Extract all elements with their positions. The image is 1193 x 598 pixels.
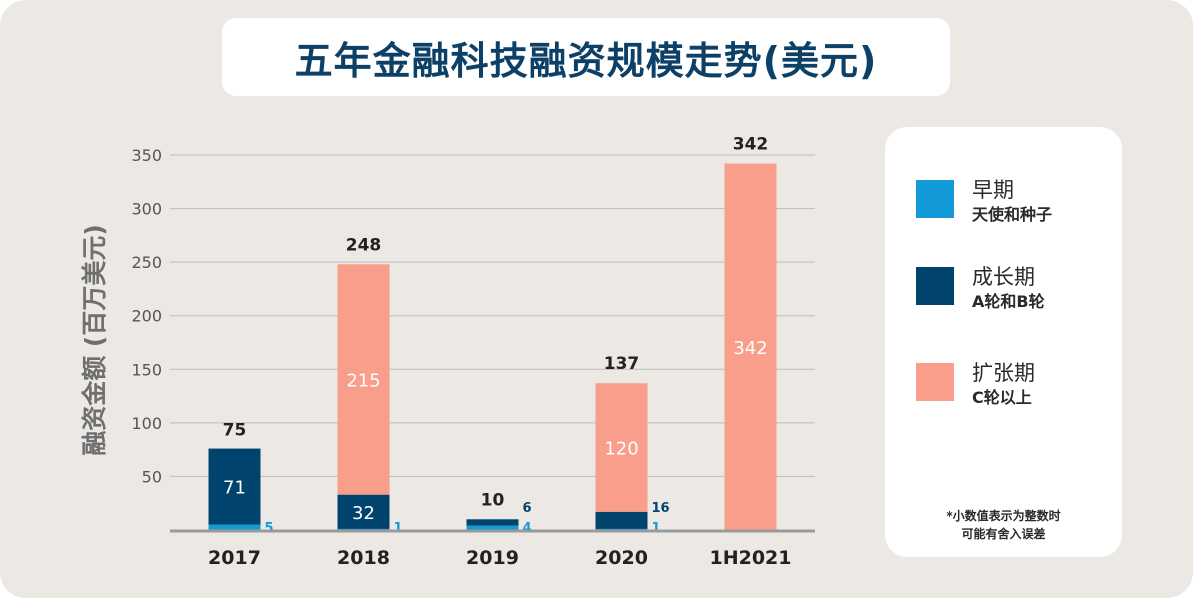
x-tick-label: 2017 [208, 547, 261, 569]
legend-swatch [916, 180, 954, 218]
data-label: 6 [523, 501, 532, 516]
y-axis-label: 融资金额 (百万美元) [80, 224, 109, 456]
legend-label: 扩张期 [972, 361, 1035, 385]
total-label: 10 [481, 490, 505, 510]
bar-2 [337, 264, 390, 495]
x-tick-label: 2020 [595, 547, 648, 569]
total-label: 75 [223, 421, 247, 441]
note-line: 可能有舍入误差 [961, 527, 1046, 541]
data-label: 215 [346, 370, 380, 391]
data-label: 4 [523, 521, 532, 536]
y-tick-label: 200 [131, 307, 162, 326]
bar-2 [595, 383, 648, 512]
title-box: 五年金融科技融资规模走势(美元) [222, 18, 950, 96]
x-tick-label: 2018 [337, 547, 390, 569]
y-tick-label: 100 [131, 414, 162, 433]
y-tick-label: 350 [131, 146, 162, 165]
bar-0 [208, 524, 261, 530]
rounding-note: *小数值表示为整数时 可能有舍入误差 [885, 507, 1122, 543]
x-tick-label: 1H2021 [709, 547, 791, 569]
legend-item-expansion: 扩张期 C轮以上 [916, 360, 1035, 410]
legend-item-growth: 成长期 A轮和B轮 [916, 264, 1045, 314]
legend-swatch [916, 363, 954, 401]
data-label: 1 [652, 521, 661, 536]
data-label: 120 [604, 439, 638, 460]
bar-2 [724, 163, 777, 531]
legend-swatch [916, 267, 954, 305]
legend: 早期天使和种子 成长期 A轮和B轮 扩张期 C轮以上 *小数值表示为整数时 可能有舍… [885, 127, 1122, 557]
legend-sublabel: 天使和种子 [972, 205, 1053, 224]
data-label: 71 [223, 478, 246, 499]
bar-1 [466, 519, 519, 526]
y-tick-label: 50 [142, 467, 162, 486]
data-label: 342 [733, 338, 767, 359]
legend-label: 早期 [972, 178, 1014, 202]
total-label: 342 [733, 135, 769, 155]
y-tick-label: 150 [131, 360, 162, 379]
data-label: 1 [394, 521, 403, 536]
total-label: 248 [346, 235, 382, 255]
legend-sublabel: A轮和B轮 [972, 292, 1045, 311]
chart-title: 五年金融科技融资规模走势(美元) [294, 38, 878, 83]
legend-item-early: 早期 天使和种子 [916, 177, 1052, 227]
note-line: *小数值表示为整数时 [946, 509, 1061, 523]
total-label: 137 [604, 354, 640, 374]
data-label: 16 [652, 501, 670, 516]
data-label: 5 [265, 521, 274, 536]
data-label: 32 [352, 503, 375, 524]
bar-1 [595, 511, 648, 529]
bar-0 [466, 525, 519, 530]
bar-1 [337, 494, 390, 529]
y-tick-label: 250 [131, 253, 162, 272]
bar-1 [208, 448, 261, 525]
legend-label: 成长期 [972, 265, 1035, 289]
legend-sublabel: C轮以上 [972, 388, 1032, 407]
y-tick-label: 300 [131, 200, 162, 219]
x-tick-label: 2019 [466, 547, 519, 569]
